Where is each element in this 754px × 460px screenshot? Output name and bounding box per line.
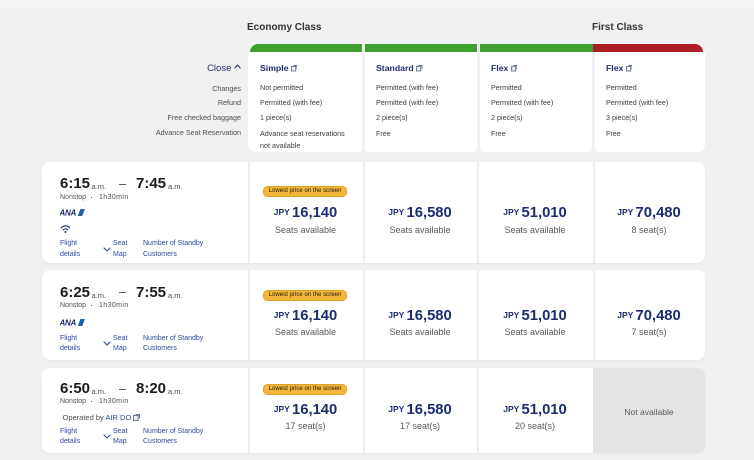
svg-text:ANA: ANA: [60, 319, 76, 326]
svg-text:ANA: ANA: [60, 209, 76, 216]
